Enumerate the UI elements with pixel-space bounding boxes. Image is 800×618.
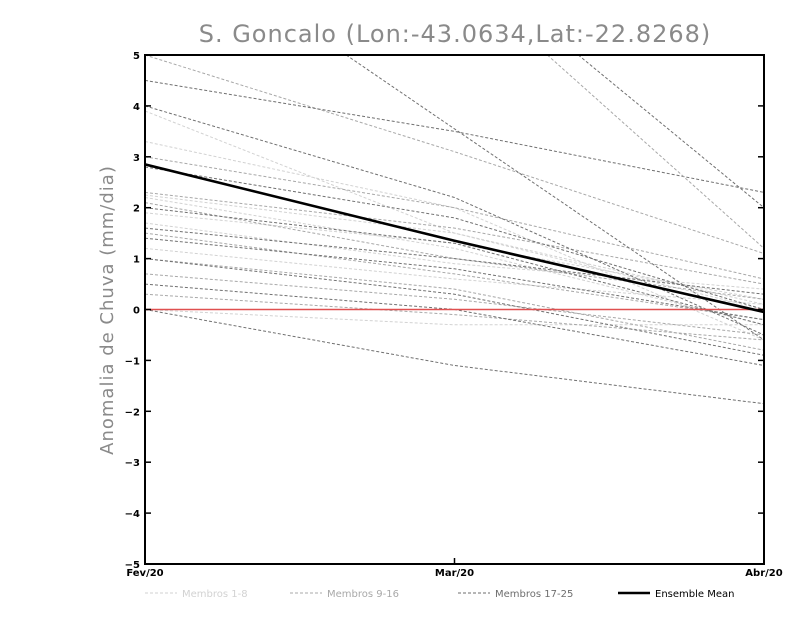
y-tick-label: −1 [125, 356, 140, 367]
y-tick-label: −2 [125, 407, 140, 418]
member-line-12 [145, 273, 764, 336]
chart-title: S. Goncalo (Lon:-43.0634,Lat:-22.8268) [199, 20, 712, 48]
member-line-21 [145, 309, 764, 405]
member-line-extra-1 [547, 55, 764, 249]
member-line-25 [145, 207, 764, 326]
member-line-7 [145, 309, 764, 326]
member-line-11 [145, 232, 764, 321]
member-line-extra-3 [577, 55, 764, 209]
member-line-23 [145, 227, 764, 295]
member-line-2 [145, 212, 764, 300]
member-line-8 [145, 247, 764, 305]
legend-label: Membros 9-16 [327, 589, 399, 600]
y-axis-label: Anomalia de Chuva (mm/dia) [97, 165, 118, 455]
ensemble-mean-line [145, 163, 764, 314]
member-line-19 [145, 237, 764, 321]
y-tick-label: 4 [133, 102, 140, 113]
member-line-3 [145, 110, 764, 305]
member-line-4 [145, 197, 764, 326]
member-line-14 [145, 258, 764, 351]
x-tick-label: Abr/20 [745, 568, 782, 579]
legend-label: Ensemble Mean [655, 589, 734, 600]
x-tick-label: Mar/20 [435, 568, 474, 579]
y-tick-label: −5 [125, 560, 140, 571]
member-line-16 [145, 293, 764, 341]
member-line-1 [145, 194, 764, 310]
member-line-15 [145, 202, 764, 300]
legend-label: Membros 17-25 [495, 589, 573, 600]
y-tick-label: 5 [133, 51, 140, 62]
plot-area [145, 55, 764, 405]
member-line-6 [145, 141, 764, 341]
y-tick-label: 0 [133, 306, 140, 317]
member-line-5 [145, 222, 764, 290]
x-tick-label: Fev/20 [126, 568, 163, 579]
y-tick-label: −4 [125, 509, 140, 520]
member-line-10 [145, 191, 764, 285]
y-tick-label: −3 [125, 458, 140, 469]
member-line-17 [145, 79, 764, 193]
member-line-9 [145, 55, 764, 254]
y-tick-label: 3 [133, 153, 140, 164]
y-tick-label: 2 [133, 204, 140, 215]
member-line-20 [145, 258, 764, 356]
legend-label: Membros 1-8 [182, 589, 248, 600]
y-tick-label: 1 [133, 255, 140, 266]
member-line-13 [145, 156, 764, 280]
legend: Membros 1-8 Membros 9-16 Membros 17-25 Ense… [145, 589, 734, 600]
member-line-18 [145, 105, 764, 336]
member-line-extra-2 [345, 55, 764, 341]
